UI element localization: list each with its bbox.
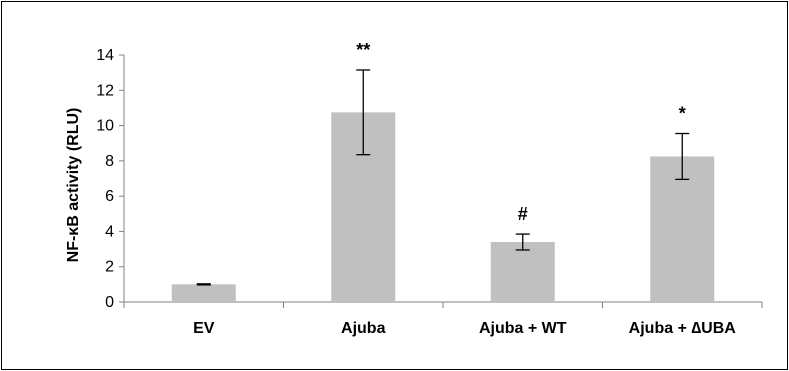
- x-axis: [123, 301, 763, 308]
- category-label: Ajuba: [341, 320, 386, 337]
- error-bars: [196, 69, 690, 286]
- y-axis-title: NF-κB activity (RLU): [65, 108, 82, 263]
- category-label: Ajuba + WT: [479, 320, 567, 337]
- y-axis: 0 2 4 6 8 10 12 14: [96, 47, 125, 311]
- significance-label: #: [518, 204, 528, 224]
- y-tick-label: 12: [96, 82, 114, 99]
- bar: [650, 156, 715, 302]
- y-tick-label: 10: [96, 118, 114, 135]
- bar: [490, 242, 555, 302]
- y-tick-label: 4: [105, 223, 114, 240]
- y-tick-label: 8: [105, 153, 114, 170]
- y-tick-label: 14: [96, 47, 114, 64]
- y-tick-label: 2: [105, 259, 114, 276]
- bar: [171, 284, 236, 302]
- y-tick-label: 0: [105, 294, 114, 311]
- significance-label: *: [679, 104, 686, 124]
- category-label: EV: [193, 320, 215, 337]
- category-label: Ajuba + ∆UBA: [629, 320, 737, 337]
- significance-label: **: [356, 40, 370, 60]
- y-tick-label: 6: [105, 188, 114, 205]
- significance-markers: ** # *: [356, 40, 686, 224]
- category-labels: EV Ajuba Ajuba + WT Ajuba + ∆UBA: [193, 320, 736, 337]
- bars: [171, 112, 715, 302]
